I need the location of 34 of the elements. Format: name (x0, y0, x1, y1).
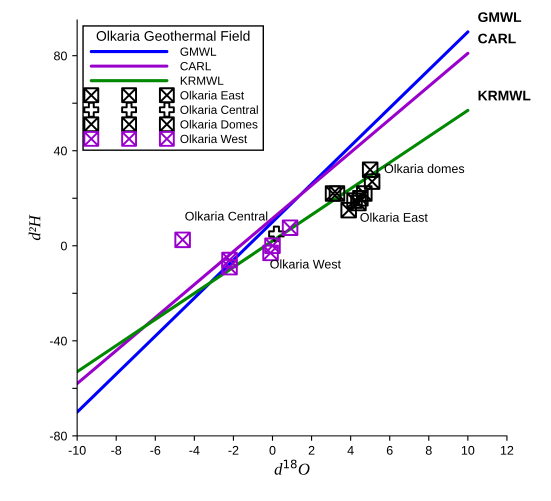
x-axis-title: d$^{18}$O (274, 460, 310, 475)
x-tick-label: 10 (462, 446, 474, 455)
y-tick-label: 80 (54, 51, 67, 60)
series-label: KRMWL (478, 90, 530, 100)
legend-title: Olkaria Geothermal Field (96, 30, 250, 41)
x-tick-label: 12 (500, 446, 514, 455)
legend-label: Olkaria East (180, 90, 244, 100)
x-tick-label: -2 (228, 446, 238, 455)
annotation: Olkaria West (270, 259, 341, 269)
x-tick-label: -6 (150, 446, 160, 455)
annotation: Olkaria domes (384, 164, 464, 174)
x-tick-label: -8 (111, 446, 122, 455)
text: GMWL (180, 47, 216, 56)
y-tick-label: 40 (54, 146, 67, 156)
y-tick-label: -80 (50, 432, 67, 441)
y-tick-label: -40 (50, 336, 67, 346)
series-label: CARL (478, 34, 516, 44)
text: KRMWL (180, 76, 224, 85)
x-tick-label: -4 (189, 446, 200, 455)
y-tick-label: 0 (60, 242, 67, 250)
y-axis-title: d²H (28, 214, 40, 240)
annotation: Olkaria East (360, 212, 428, 222)
x-tick-label: 8 (426, 446, 432, 455)
legend-label: Olkaria West (180, 134, 248, 144)
x-tick-label: -10 (68, 446, 86, 455)
x-tick-label: 6 (386, 446, 393, 455)
text: CARL (180, 62, 211, 70)
series-label: GMWL (478, 12, 522, 22)
legend-label: Olkaria Central (180, 105, 258, 114)
x-tick-label: 0 (270, 446, 276, 455)
x-tick-label: 2 (308, 446, 314, 455)
legend-label: Olkaria Domes (180, 120, 258, 129)
annotation: Olkaria Central (185, 211, 268, 221)
x-tick-label: 4 (347, 446, 354, 455)
